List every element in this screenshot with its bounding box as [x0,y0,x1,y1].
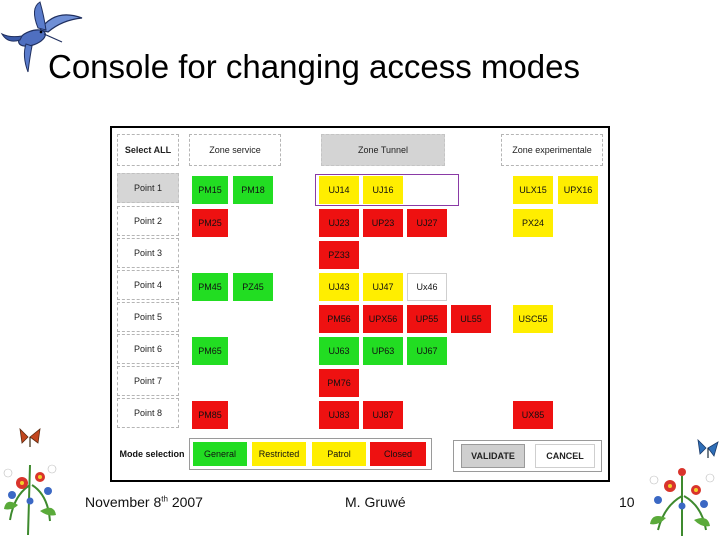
action-bar [453,440,602,472]
footer-page-number: 10 [619,494,635,510]
access-point-tile[interactable]: UJ16 [363,176,403,204]
access-point-tile[interactable]: PM45 [192,273,228,301]
access-point-tile[interactable]: PM56 [319,305,359,333]
mode-restricted-button[interactable]: Restricted [252,442,306,466]
access-point-tile[interactable]: UPX56 [363,305,403,333]
access-point-tile[interactable]: UJ14 [319,176,359,204]
flower-bouquet-left [3,427,57,536]
access-point-tile[interactable]: UJ63 [319,337,359,365]
access-point-tile[interactable]: USC55 [513,305,553,333]
cancel-button[interactable]: CANCEL [535,444,595,468]
flower-bouquet-right [649,438,719,536]
access-point-tile[interactable]: UJ23 [319,209,359,237]
access-point-tile[interactable]: PM76 [319,369,359,397]
point-5-button[interactable]: Point 5 [117,302,179,332]
access-point-tile[interactable]: Ux46 [407,273,447,301]
zone-experimentale-button[interactable]: Zone experimentale [501,134,603,166]
hummingbird-logo [0,1,83,73]
access-point-tile[interactable]: PM15 [192,176,228,204]
point-7-button[interactable]: Point 7 [117,366,179,396]
point-1-button[interactable]: Point 1 [117,173,179,203]
access-point-tile[interactable]: ULX15 [513,176,553,204]
access-point-tile[interactable]: PZ33 [319,241,359,269]
validate-button[interactable]: VALIDATE [461,444,525,468]
access-point-tile[interactable]: UL55 [451,305,491,333]
access-point-tile[interactable]: UJ27 [407,209,447,237]
point-4-button[interactable]: Point 4 [117,270,179,300]
access-point-tile[interactable]: PZ45 [233,273,273,301]
access-point-tile[interactable]: PX24 [513,209,553,237]
access-point-tile[interactable]: UP23 [363,209,403,237]
access-point-tile[interactable]: PM25 [192,209,228,237]
access-point-tile[interactable]: PM18 [233,176,273,204]
access-point-tile[interactable]: UP63 [363,337,403,365]
slide-title: Console for changing access modes [48,48,580,85]
mode-patrol-button[interactable]: Patrol [312,442,366,466]
access-point-tile[interactable]: UJ83 [319,401,359,429]
access-point-tile[interactable]: UJ67 [407,337,447,365]
access-point-tile[interactable]: UPX16 [558,176,598,204]
access-point-tile[interactable]: UJ43 [319,273,359,301]
footer-date: November 8th 2007 [85,494,203,510]
mode-general-button[interactable]: General [193,442,247,466]
point-6-button[interactable]: Point 6 [117,334,179,364]
select-all-button[interactable]: Select ALL [117,134,179,166]
mode-selection-bar [189,438,432,470]
access-point-tile[interactable]: PM85 [192,401,228,429]
point-3-button[interactable]: Point 3 [117,238,179,268]
point-2-button[interactable]: Point 2 [117,206,179,236]
access-point-tile[interactable]: UX85 [513,401,553,429]
access-point-tile[interactable]: UP55 [407,305,447,333]
mode-closed-button[interactable]: Closed [370,442,426,466]
access-point-tile[interactable]: UJ87 [363,401,403,429]
point-8-button[interactable]: Point 8 [117,398,179,428]
zone-service-button[interactable]: Zone service [189,134,281,166]
access-point-tile[interactable]: UJ47 [363,273,403,301]
access-mode-console: Select ALL Zone service Zone Tunnel Zone… [110,126,610,482]
access-point-tile[interactable]: PM65 [192,337,228,365]
zone-tunnel-button[interactable]: Zone Tunnel [321,134,445,166]
mode-selection-label: Mode selection [119,449,185,459]
footer-author: M. Gruwé [345,494,406,510]
